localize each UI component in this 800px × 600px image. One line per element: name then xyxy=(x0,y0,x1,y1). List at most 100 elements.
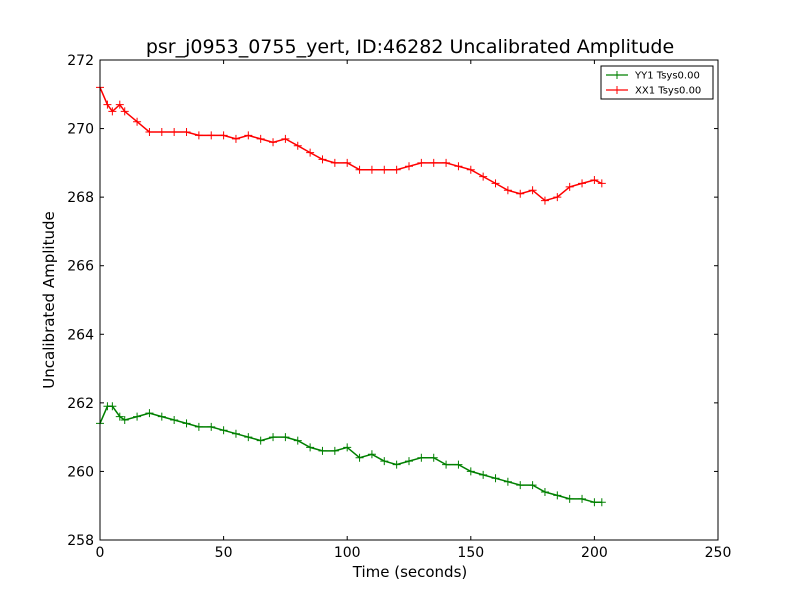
data-point xyxy=(306,443,315,452)
data-point xyxy=(145,128,154,136)
data-point xyxy=(405,162,413,171)
data-point xyxy=(103,100,112,109)
data-point xyxy=(565,494,574,503)
y-tick-label: 262 xyxy=(67,396,94,412)
y-tick-label: 268 xyxy=(67,190,94,206)
data-point xyxy=(540,196,549,205)
data-point xyxy=(343,443,352,452)
legend-entry: YY1 Tsys0.00 xyxy=(606,71,700,82)
data-point xyxy=(367,450,376,459)
data-point xyxy=(231,429,240,438)
data-point xyxy=(553,491,562,500)
data-point xyxy=(318,155,327,164)
data-point xyxy=(145,409,154,418)
data-point xyxy=(219,131,228,140)
y-axis-label: Uncalibrated Amplitude xyxy=(40,211,58,388)
series-1 xyxy=(96,402,606,507)
data-point xyxy=(392,460,401,469)
data-point xyxy=(355,165,364,174)
legend: YY1 Tsys0.00 XX1 Tsys0.00 xyxy=(600,65,714,100)
data-point xyxy=(343,158,352,167)
x-axis-label: Time (seconds) xyxy=(352,563,468,581)
data-point xyxy=(256,436,265,445)
data-point xyxy=(565,182,574,191)
data-point xyxy=(115,100,124,109)
x-tick-label: 100 xyxy=(334,545,361,561)
data-point xyxy=(182,419,191,428)
data-point xyxy=(318,446,327,455)
legend-entry: XX1 Tsys0.00 xyxy=(606,86,701,97)
data-point xyxy=(417,158,426,167)
data-point xyxy=(392,165,401,174)
data-point xyxy=(590,176,599,184)
data-point xyxy=(597,179,606,188)
data-point xyxy=(429,453,438,462)
data-point xyxy=(281,433,290,442)
y-tick-label: 258 xyxy=(67,533,94,549)
data-point xyxy=(380,457,389,466)
data-point xyxy=(597,498,606,507)
data-point xyxy=(442,460,451,469)
data-point xyxy=(256,134,265,143)
data-point xyxy=(194,131,203,140)
x-tick-label: 200 xyxy=(581,545,608,561)
data-point xyxy=(516,189,525,198)
data-point xyxy=(231,134,240,143)
data-point xyxy=(170,128,179,136)
data-point xyxy=(479,470,488,479)
x-tick-label: 50 xyxy=(215,545,233,561)
data-point xyxy=(417,453,426,462)
data-point xyxy=(466,165,475,174)
data-point xyxy=(367,165,376,174)
data-point xyxy=(115,412,124,421)
data-point xyxy=(578,494,587,503)
series-2 xyxy=(96,83,606,205)
data-point xyxy=(380,165,389,174)
y-tick-label: 264 xyxy=(67,327,94,343)
data-point xyxy=(491,474,500,483)
data-point xyxy=(281,134,290,143)
data-point xyxy=(454,460,463,469)
data-point xyxy=(108,402,117,411)
data-point xyxy=(120,416,129,424)
data-point xyxy=(540,488,549,496)
data-point xyxy=(528,186,537,195)
series-line xyxy=(99,405,602,504)
y-tick-label: 270 xyxy=(67,122,94,138)
data-point xyxy=(293,436,302,445)
data-point xyxy=(269,433,278,442)
legend-marker xyxy=(613,86,621,94)
data-point xyxy=(429,158,438,167)
data-point xyxy=(108,107,117,116)
x-tick-label: 0 xyxy=(96,545,105,561)
data-point xyxy=(503,477,512,486)
data-point xyxy=(133,412,142,421)
data-point xyxy=(590,498,599,507)
x-tick-label: 150 xyxy=(457,545,484,561)
data-point xyxy=(219,426,228,435)
legend-label: XX1 Tsys0.00 xyxy=(635,86,701,97)
data-point xyxy=(133,117,142,126)
data-point xyxy=(479,172,488,181)
data-point xyxy=(503,186,512,195)
x-tick-label: 250 xyxy=(705,545,732,561)
legend-label: YY1 Tsys0.00 xyxy=(634,71,700,82)
y-tick-label: 272 xyxy=(67,53,94,69)
data-point xyxy=(244,131,253,140)
data-point xyxy=(170,416,179,424)
data-point xyxy=(516,481,525,490)
data-point xyxy=(491,179,500,188)
data-point xyxy=(442,158,451,167)
data-point xyxy=(120,107,129,116)
data-point xyxy=(269,138,278,147)
data-point xyxy=(306,148,315,157)
data-point xyxy=(578,179,587,188)
data-point xyxy=(157,128,166,136)
data-point xyxy=(330,446,339,455)
data-point xyxy=(330,158,339,167)
data-point xyxy=(405,457,413,466)
data-point xyxy=(293,141,302,150)
y-tick-label: 266 xyxy=(67,259,94,275)
